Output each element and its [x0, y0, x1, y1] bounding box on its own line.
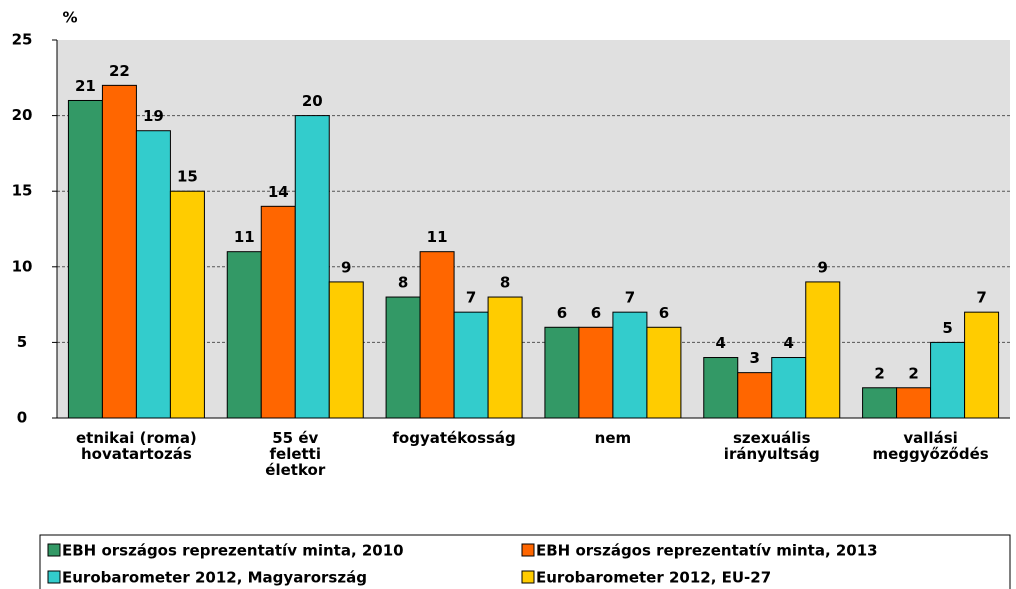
bar	[737, 372, 773, 419]
legend-swatch	[47, 543, 61, 557]
bar	[805, 281, 841, 419]
value-label: 8	[398, 274, 408, 292]
value-label: 9	[818, 258, 828, 276]
value-label: 22	[109, 62, 130, 80]
bar	[385, 296, 421, 419]
bar	[862, 387, 898, 419]
legend-swatch	[521, 570, 535, 584]
value-label: 6	[591, 304, 601, 322]
legend-label: EBH országos reprezentatív minta, 2013	[536, 542, 878, 560]
value-label: 6	[659, 304, 669, 322]
value-label: 8	[500, 274, 510, 292]
y-tick-label: 0	[17, 409, 27, 427]
y-tick-label: 25	[12, 31, 33, 49]
bar	[578, 326, 614, 419]
value-label: 11	[427, 228, 448, 246]
value-label: 21	[75, 77, 96, 95]
value-label: 15	[177, 168, 198, 186]
bar	[101, 84, 137, 419]
legend-swatch	[47, 570, 61, 584]
value-label: 4	[716, 334, 726, 352]
bar	[896, 387, 932, 419]
x-tick-label: 55 év feletti életkor	[265, 429, 326, 479]
legend-label: Eurobarometer 2012, EU-27	[536, 569, 771, 587]
legend-label: Eurobarometer 2012, Magyarország	[62, 569, 367, 587]
bar	[646, 326, 682, 419]
bar	[67, 99, 103, 419]
plot-area	[57, 40, 1010, 418]
bar	[260, 205, 296, 419]
bar	[771, 357, 807, 419]
value-label: 7	[466, 289, 476, 307]
bar	[419, 251, 455, 419]
value-label: 3	[750, 349, 760, 367]
value-label: 2	[908, 364, 918, 382]
bar	[135, 130, 171, 419]
y-tick-label: 15	[12, 182, 33, 200]
value-label: 2	[874, 364, 884, 382]
bar	[294, 115, 330, 419]
bar	[930, 341, 966, 419]
bar	[226, 251, 262, 419]
value-label: 20	[302, 92, 323, 110]
y-tick-label: 20	[12, 106, 33, 124]
value-label: 7	[976, 289, 986, 307]
value-label: 4	[784, 334, 794, 352]
value-label: 14	[268, 183, 289, 201]
x-tick-label: fogyatékosság	[392, 429, 516, 447]
bar	[544, 326, 580, 419]
bar	[964, 311, 1000, 419]
x-tick-label: szexuális irányultság	[723, 429, 820, 463]
y-tick-label: 5	[17, 333, 27, 351]
bar	[703, 357, 739, 419]
legend-label: EBH országos reprezentatív minta, 2010	[62, 542, 404, 560]
value-label: 19	[143, 107, 164, 125]
value-label: 9	[341, 258, 351, 276]
x-tick-label: nem	[594, 429, 632, 447]
bar	[612, 311, 648, 419]
value-label: 6	[557, 304, 567, 322]
legend-swatch	[521, 543, 535, 557]
bar	[169, 190, 205, 419]
value-label: 7	[625, 289, 635, 307]
bar	[487, 296, 523, 419]
y-axis-label: %	[62, 9, 77, 27]
bar	[328, 281, 364, 419]
value-label: 5	[942, 319, 952, 337]
x-tick-label: vallási meggyőződés	[872, 429, 989, 463]
y-tick-label: 10	[12, 257, 33, 275]
bar	[453, 311, 489, 419]
x-tick-label: etnikai (roma) hovatartozás	[76, 429, 197, 463]
value-label: 11	[234, 228, 255, 246]
